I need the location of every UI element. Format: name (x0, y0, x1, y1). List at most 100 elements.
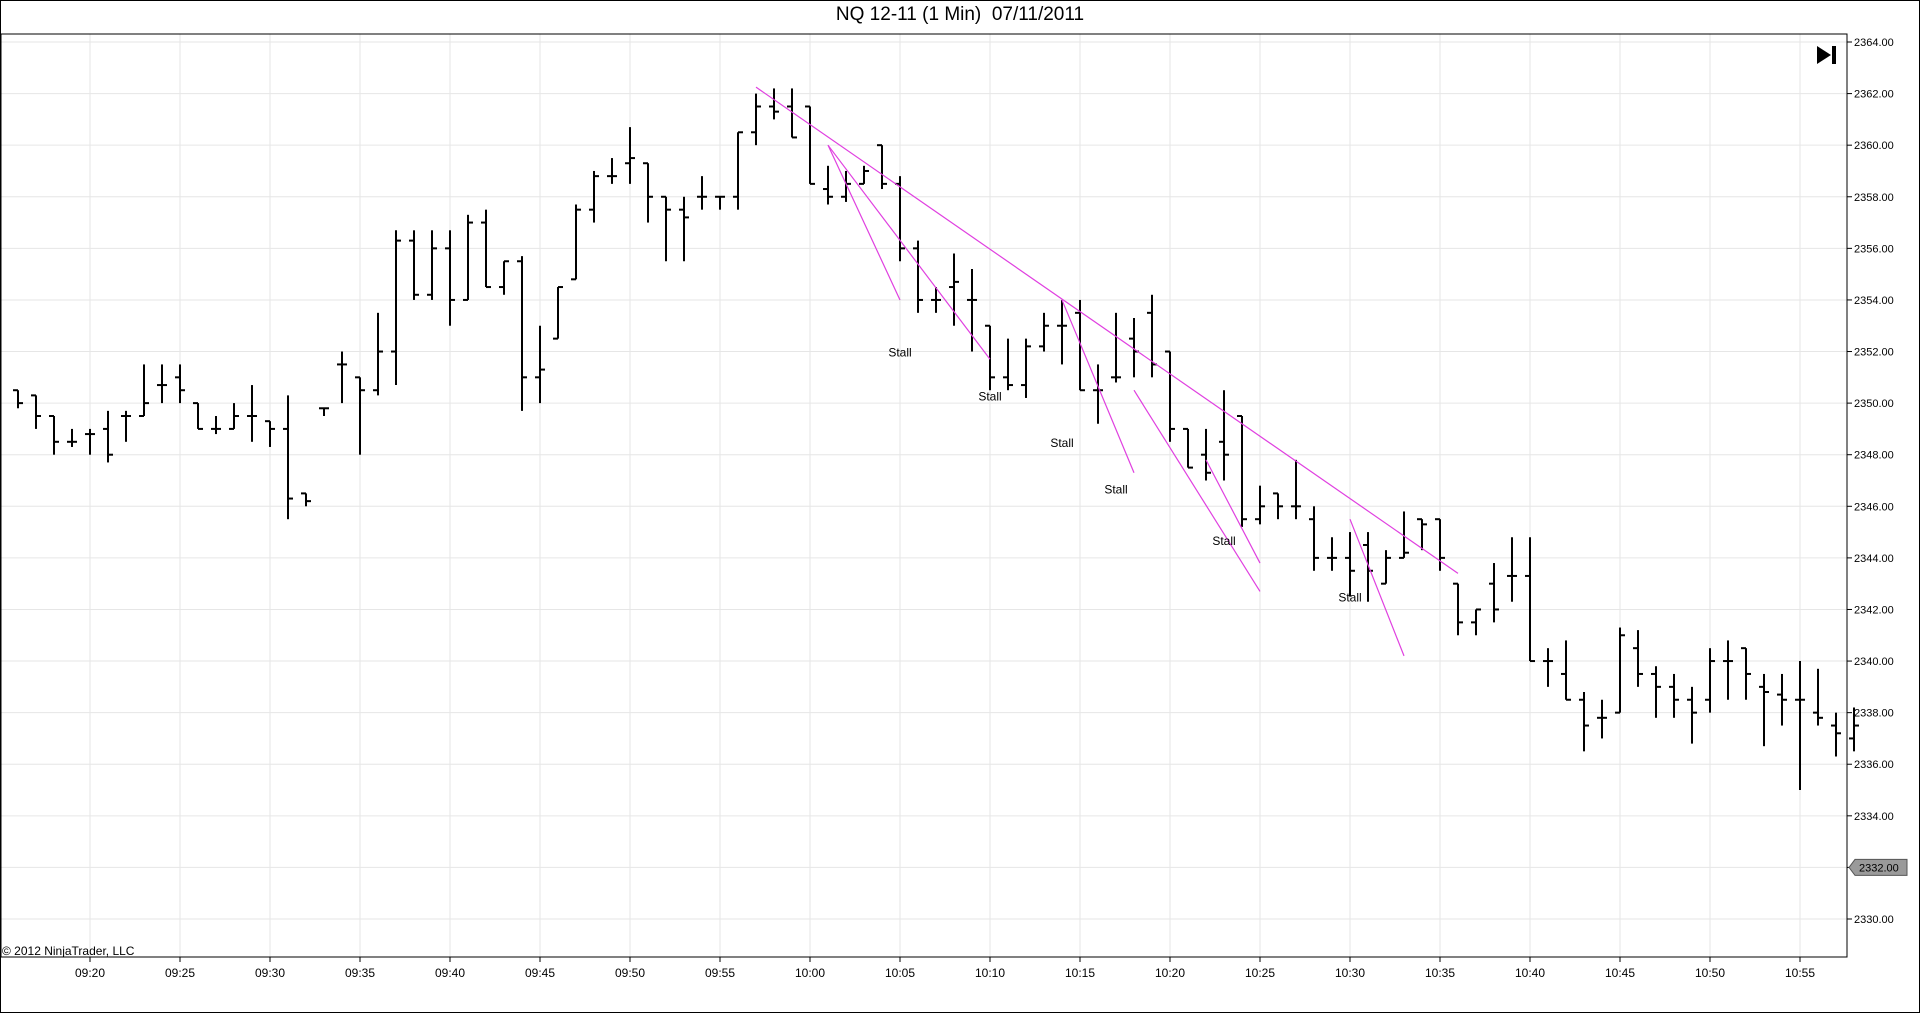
ohlc-bar (139, 364, 149, 418)
ohlc-bar (1453, 582, 1463, 636)
grid-lines (1, 34, 1847, 957)
trendline[interactable] (755, 86, 1459, 574)
trendline[interactable] (1133, 389, 1261, 592)
x-tick-label: 10:15 (1065, 966, 1095, 980)
ohlc-bar (283, 395, 293, 520)
ohlc-bar (877, 144, 887, 190)
x-tick-label: 09:50 (615, 966, 645, 980)
ohlc-bar (157, 364, 167, 404)
ohlc-bar (1381, 550, 1391, 585)
ohlc-bar (499, 260, 509, 295)
x-tick-label: 09:25 (165, 966, 195, 980)
ohlc-bar (1327, 537, 1337, 571)
ohlc-bar (1687, 686, 1697, 744)
ohlc-bar (1309, 506, 1319, 571)
ohlc-bar (1705, 648, 1715, 713)
x-tick-label: 10:25 (1245, 966, 1275, 980)
ohlc-bar (1579, 692, 1589, 752)
y-tick-label: 2356.00 (1854, 243, 1894, 255)
ohlc-bar (1795, 661, 1805, 791)
y-tick-label: 2340.00 (1854, 656, 1894, 668)
x-tick-label: 10:30 (1335, 966, 1365, 980)
ohlc-bar (661, 195, 671, 262)
y-tick-label: 2338.00 (1854, 708, 1894, 720)
ohlc-bar (985, 324, 995, 391)
x-tick-label: 10:55 (1785, 966, 1815, 980)
skip-to-end-icon[interactable] (1814, 42, 1840, 68)
ohlc-bar (1813, 668, 1823, 726)
ohlc-bar (1147, 294, 1157, 378)
x-tick-label: 10:40 (1515, 966, 1545, 980)
copyright-text: © 2012 NinjaTrader, LLC (2, 944, 135, 958)
trendlines[interactable] (755, 86, 1459, 657)
ohlc-bar (643, 162, 653, 223)
ohlc-bar (625, 127, 635, 184)
x-tick-label: 09:40 (435, 966, 465, 980)
ohlc-bar (535, 325, 545, 404)
trendline[interactable] (1205, 459, 1261, 564)
ohlc-bar (1003, 338, 1013, 391)
x-tick-label: 09:45 (525, 966, 555, 980)
price-bars (13, 88, 1859, 791)
y-tick-label: 2346.00 (1854, 501, 1894, 513)
ohlc-bar (823, 165, 833, 205)
trendline[interactable] (1349, 518, 1405, 657)
ohlc-bar (67, 428, 77, 447)
stall-label: Stall (1050, 436, 1073, 450)
ohlc-bar (967, 268, 977, 352)
trendline[interactable] (827, 144, 901, 301)
ohlc-bar (1741, 647, 1751, 700)
y-tick-label: 2358.00 (1854, 192, 1894, 204)
ohlc-bar (427, 230, 437, 300)
y-tick-label: 2334.00 (1854, 811, 1894, 823)
ohlc-bar (1183, 427, 1193, 469)
stall-label: Stall (1104, 482, 1127, 496)
current-price-label: 2332.00 (1859, 862, 1899, 874)
y-tick-label: 2360.00 (1854, 140, 1894, 152)
ohlc-bar (1723, 640, 1733, 700)
ohlc-bar (121, 410, 131, 442)
ohlc-bar (1633, 630, 1643, 687)
y-tick-label: 2344.00 (1854, 553, 1894, 565)
ohlc-bar (1345, 532, 1355, 597)
y-tick-label: 2354.00 (1854, 295, 1894, 307)
ohlc-bar (1219, 390, 1229, 481)
y-tick-label: 2364.00 (1854, 37, 1894, 49)
ohlc-bar (1651, 666, 1661, 718)
ohlc-bar (1165, 350, 1175, 442)
y-tick-label: 2348.00 (1854, 450, 1894, 462)
x-tick-label: 10:05 (885, 966, 915, 980)
ohlc-bar (1561, 640, 1571, 701)
ohlc-bar (391, 230, 401, 386)
x-tick-label: 10:50 (1695, 966, 1725, 980)
ohlc-bar (571, 204, 581, 281)
x-tick-label: 10:35 (1425, 966, 1455, 980)
trendline[interactable] (827, 144, 991, 360)
ohlc-bar (931, 287, 941, 313)
ohlc-bar (1057, 299, 1067, 365)
ohlc-bar (265, 420, 275, 447)
trendline[interactable] (1061, 299, 1135, 473)
ohlc-bar (1615, 627, 1625, 714)
ohlc-bar (1597, 699, 1607, 739)
ohlc-bar (103, 410, 113, 463)
ohlc-bar (193, 402, 203, 430)
chart-title: NQ 12-11 (1 Min) 07/11/2011 (835, 4, 1085, 25)
y-tick-label: 2336.00 (1854, 759, 1894, 771)
ohlc-bar (1417, 518, 1427, 551)
ohlc-bar (553, 286, 563, 340)
ohlc-bar (1831, 712, 1841, 757)
ohlc-bar (841, 170, 851, 202)
ohlc-bar (1021, 338, 1031, 398)
y-tick-label: 2330.00 (1854, 914, 1894, 926)
ohlc-bar (1273, 492, 1283, 520)
ohlc-bar (31, 394, 41, 429)
ohlc-bar (607, 158, 617, 184)
plot-border (0, 33, 1848, 958)
x-tick-label: 10:45 (1605, 966, 1635, 980)
ohlc-bar (1669, 673, 1679, 718)
ohlc-bar (175, 364, 185, 404)
y-tick-label: 2352.00 (1854, 347, 1894, 359)
